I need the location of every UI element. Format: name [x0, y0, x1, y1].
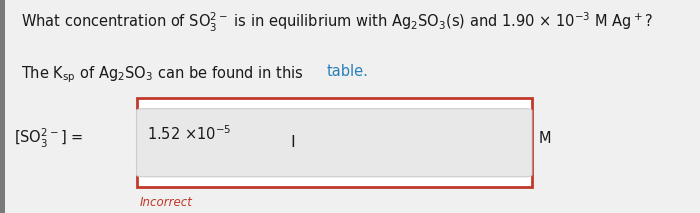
FancyBboxPatch shape	[136, 98, 532, 187]
Text: [$\mathregular{SO_3^{2-}}$] =: [$\mathregular{SO_3^{2-}}$] =	[14, 127, 83, 150]
FancyBboxPatch shape	[136, 109, 532, 177]
Bar	[0, 0, 5, 213]
Text: Incorrect: Incorrect	[140, 196, 193, 209]
Text: What concentration of $\mathregular{SO_3^{2-}}$ is in equilibrium with $\mathreg: What concentration of $\mathregular{SO_3…	[21, 11, 653, 34]
Text: I: I	[290, 135, 295, 150]
Text: The $\mathregular{K_{sp}}$ of $\mathregular{Ag_2SO_3}$ can be found in this: The $\mathregular{K_{sp}}$ of $\mathregu…	[21, 64, 304, 85]
Text: 1.52 ×10$^{-5}$: 1.52 ×10$^{-5}$	[147, 125, 232, 143]
Text: M: M	[539, 131, 552, 146]
Text: table.: table.	[326, 64, 368, 79]
